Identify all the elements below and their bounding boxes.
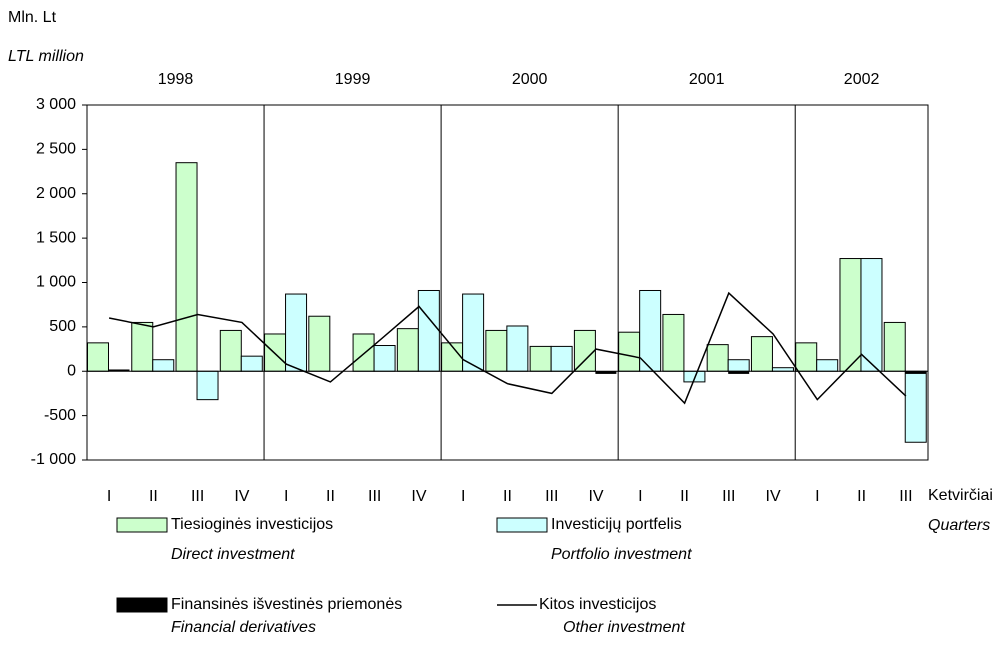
y-tick-label: -1 000 xyxy=(31,451,76,468)
bar xyxy=(883,321,906,372)
bar xyxy=(152,359,175,372)
x-tick-label: I xyxy=(638,488,642,505)
bar xyxy=(462,293,485,372)
bar xyxy=(352,333,375,372)
bar xyxy=(595,371,617,374)
y-tick-label: 2 500 xyxy=(36,141,76,158)
bar xyxy=(904,370,927,443)
x-tick-label: I xyxy=(284,488,288,505)
bar xyxy=(860,258,883,372)
bar xyxy=(795,342,818,372)
bar xyxy=(108,369,130,372)
bar xyxy=(728,371,750,374)
y-tick-label: -500 xyxy=(44,407,76,424)
bar xyxy=(839,258,862,372)
legend-label: Tiesioginės investicijos xyxy=(171,516,333,533)
bar xyxy=(706,344,729,372)
x-tick-label: IV xyxy=(411,488,426,505)
year-label: 2002 xyxy=(844,71,880,88)
bar xyxy=(240,355,263,372)
bar xyxy=(373,345,396,372)
bar xyxy=(285,293,308,372)
bar xyxy=(417,289,440,372)
x-tick-label: II xyxy=(503,488,512,505)
legend-label-en: Portfolio investment xyxy=(551,546,692,563)
bar xyxy=(396,328,419,372)
x-tick-label: II xyxy=(857,488,866,505)
x-tick-label: III xyxy=(899,488,912,505)
legend-label-en: Direct investment xyxy=(171,546,295,563)
x-tick-label: I xyxy=(815,488,819,505)
y-tick-label: 2 000 xyxy=(36,185,76,202)
x-tick-label: II xyxy=(149,488,158,505)
bar xyxy=(816,359,839,372)
legend-swatch xyxy=(116,517,168,533)
x-tick-label: II xyxy=(680,488,689,505)
line-series xyxy=(108,291,907,405)
legend-swatch xyxy=(496,517,548,533)
bar xyxy=(618,331,641,372)
x-tick-label: III xyxy=(368,488,381,505)
bar xyxy=(639,289,662,372)
bar xyxy=(219,329,242,372)
y-tick-label: 1 000 xyxy=(36,274,76,291)
bar xyxy=(308,315,331,372)
bar xyxy=(506,325,529,372)
bar xyxy=(750,336,773,372)
bar xyxy=(87,342,109,372)
legend-label-en: Financial derivatives xyxy=(171,619,316,636)
bar xyxy=(175,162,198,372)
y-tick-label: 1 500 xyxy=(36,229,76,246)
legend-label-en: Other investment xyxy=(563,619,685,636)
x-axis-label: Ketvirčiai xyxy=(928,487,993,504)
bar xyxy=(727,359,750,372)
legend-swatch xyxy=(116,597,168,613)
x-tick-label: II xyxy=(326,488,335,505)
plot-frame xyxy=(86,104,929,461)
x-tick-label: III xyxy=(191,488,204,505)
year-label: 1998 xyxy=(158,71,194,88)
y-axis-label: Mln. Lt xyxy=(8,9,57,26)
x-tick-label: I xyxy=(461,488,465,505)
bar xyxy=(550,345,573,372)
legend-label: Kitos investicijos xyxy=(539,596,656,613)
year-label: 1999 xyxy=(335,71,371,88)
bar xyxy=(662,313,685,372)
x-tick-label: IV xyxy=(234,488,249,505)
y-tick-label: 0 xyxy=(67,362,76,379)
bar xyxy=(905,371,927,374)
y-axis-label-en: LTL million xyxy=(8,48,84,65)
bar xyxy=(529,345,552,372)
x-tick-label: IV xyxy=(766,488,781,505)
x-tick-label: III xyxy=(545,488,558,505)
x-tick-label: I xyxy=(107,488,111,505)
year-label: 2001 xyxy=(689,71,725,88)
year-label: 2000 xyxy=(512,71,548,88)
x-tick-label: III xyxy=(722,488,735,505)
y-tick-label: 3 000 xyxy=(36,96,76,113)
x-tick-label: IV xyxy=(588,488,603,505)
legend-label: Finansinės išvestinės priemonės xyxy=(171,596,402,613)
bar xyxy=(573,329,596,372)
bar xyxy=(771,367,794,372)
y-tick-label: 500 xyxy=(49,318,76,335)
x-axis-label-en: Quarters xyxy=(928,517,990,534)
bar xyxy=(131,321,154,372)
bar xyxy=(485,329,508,372)
legend-label: Investicijų portfelis xyxy=(551,516,682,533)
bar xyxy=(196,370,219,401)
